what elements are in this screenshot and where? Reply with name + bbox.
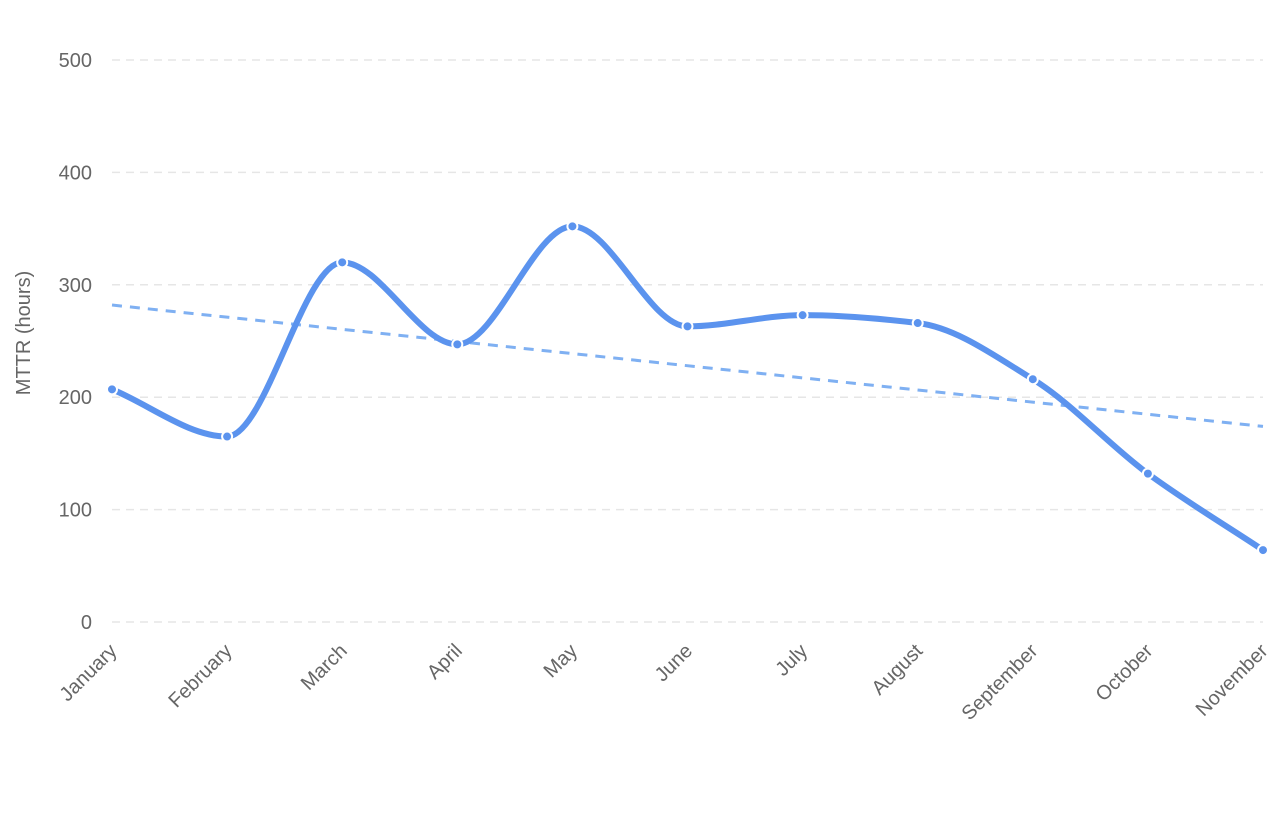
y-tick-label: 200 — [59, 387, 92, 409]
y-axis-title: MTTR (hours) — [13, 271, 35, 395]
y-axis: 0 100 200 300 400 500 — [59, 50, 92, 634]
x-tick-label: July — [771, 640, 812, 681]
data-point-august[interactable] — [911, 317, 924, 330]
y-tick-label: 100 — [59, 500, 92, 522]
x-tick-label: August — [868, 640, 928, 700]
x-tick-label: October — [1092, 640, 1158, 706]
y-tick-label: 0 — [81, 612, 92, 634]
x-tick-label: May — [540, 640, 582, 682]
data-point-september[interactable] — [1026, 373, 1039, 386]
x-axis: January February March April May June July Augu… — [56, 640, 1273, 725]
x-tick-label: June — [651, 640, 697, 686]
y-tick-label: 300 — [59, 275, 92, 297]
x-tick-label: March — [297, 640, 352, 695]
data-point-april[interactable] — [451, 338, 464, 351]
data-point-july[interactable] — [796, 309, 809, 322]
x-tick-label: September — [958, 640, 1043, 725]
y-tick-label: 400 — [59, 162, 92, 184]
x-tick-label: November — [1192, 640, 1273, 721]
data-point-june[interactable] — [681, 320, 694, 333]
data-point-march[interactable] — [336, 256, 349, 269]
x-tick-label: April — [423, 640, 467, 684]
data-point-november[interactable] — [1257, 544, 1269, 557]
data-point-october[interactable] — [1141, 467, 1154, 480]
x-tick-label: January — [56, 640, 122, 706]
plot-area — [106, 220, 1269, 557]
x-tick-label: February — [164, 640, 236, 712]
series-line — [109, 223, 1266, 554]
y-tick-label: 500 — [59, 50, 92, 72]
trendline — [111, 303, 1264, 428]
data-point-february[interactable] — [221, 430, 234, 443]
data-point-january[interactable] — [106, 383, 118, 396]
data-point-may[interactable] — [566, 220, 579, 233]
grid-lines — [112, 59, 1263, 623]
